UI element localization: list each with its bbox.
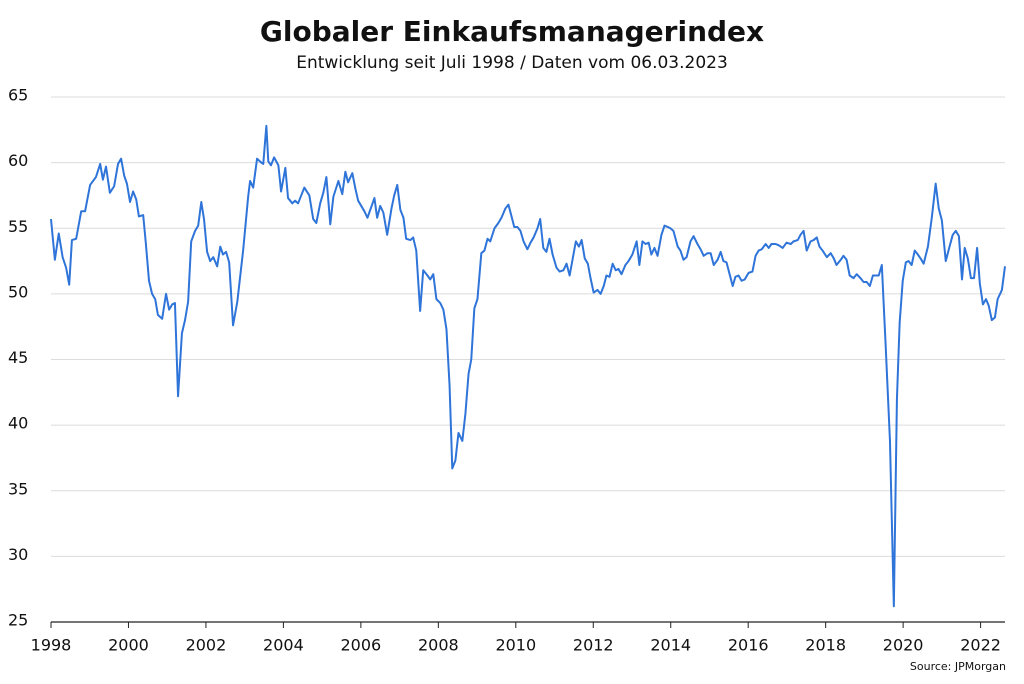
y-tick-label: 30 [8, 545, 28, 564]
y-tick-label: 50 [8, 282, 28, 301]
x-tick-label: 2022 [960, 636, 1001, 655]
x-tick-label: 2016 [728, 636, 769, 655]
x-tick-label: 2018 [805, 636, 846, 655]
source-note: Source: JPMorgan [910, 660, 1006, 673]
data-line [50, 124, 1006, 608]
y-tick-label: 45 [8, 348, 28, 367]
x-tick-label: 1998 [31, 636, 72, 655]
x-tick-label: 2012 [573, 636, 614, 655]
y-tick-label: 65 [8, 86, 28, 105]
x-tick-label: 2014 [650, 636, 691, 655]
x-tick-label: 2002 [186, 636, 227, 655]
x-tick-label: 2008 [418, 636, 459, 655]
y-tick-label: 55 [8, 217, 28, 236]
chart-title: Globaler Einkaufsmanagerindex [260, 15, 764, 48]
x-tick-label: 2010 [495, 636, 536, 655]
x-tick-label: 2000 [108, 636, 149, 655]
y-tick-label: 40 [8, 414, 28, 433]
chart-subtitle: Entwicklung seit Juli 1998 / Daten vom 0… [296, 53, 728, 73]
x-tick-label: 2004 [263, 636, 304, 655]
y-tick-label: 60 [8, 151, 28, 170]
y-tick-label: 35 [8, 479, 28, 498]
y-tick-label: 25 [8, 611, 28, 630]
x-tick-label: 2020 [883, 636, 924, 655]
x-tick-label: 2006 [341, 636, 382, 655]
